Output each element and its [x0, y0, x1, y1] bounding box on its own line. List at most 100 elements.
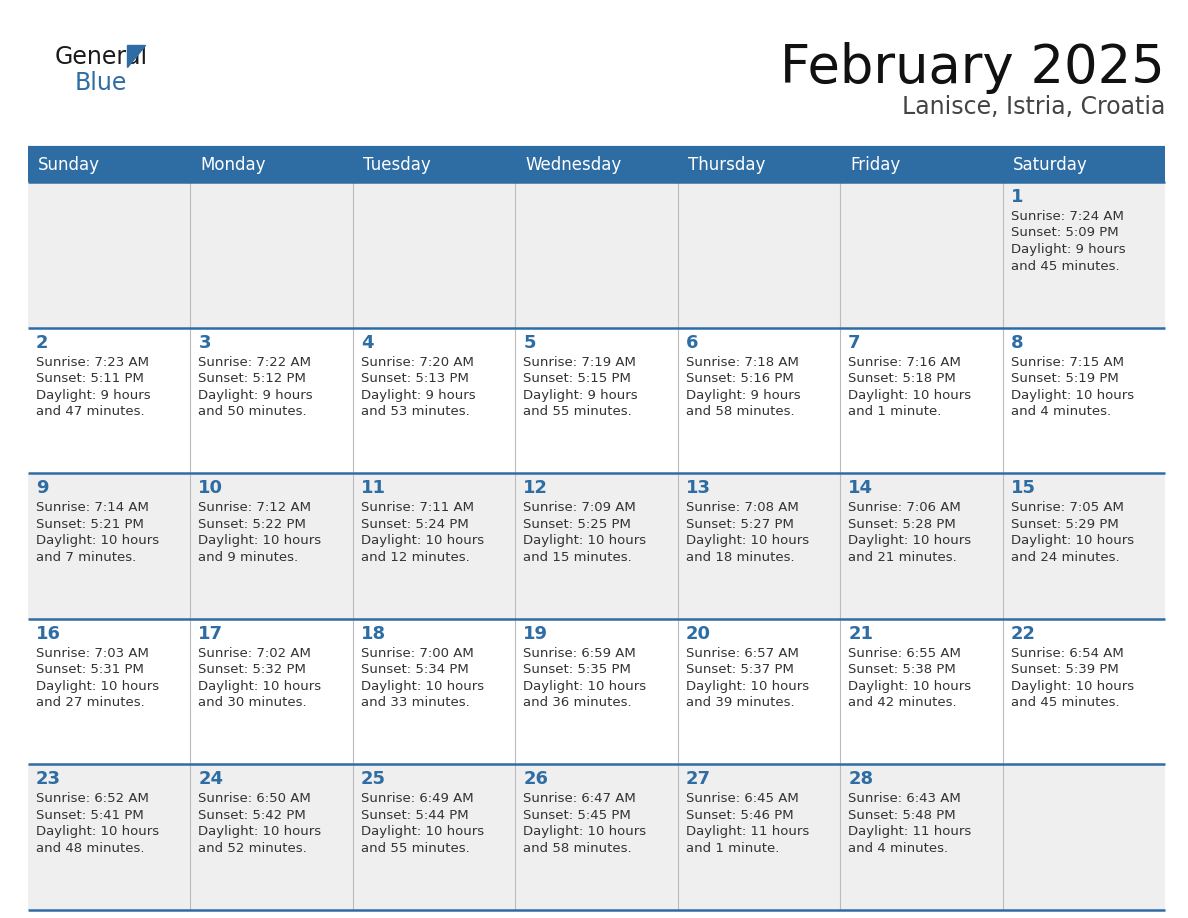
Text: Sunset: 5:42 PM: Sunset: 5:42 PM	[198, 809, 307, 822]
Text: Daylight: 10 hours: Daylight: 10 hours	[36, 825, 159, 838]
Bar	[840, 473, 1003, 619]
Text: Daylight: 10 hours: Daylight: 10 hours	[848, 680, 972, 693]
Text: and 4 minutes.: and 4 minutes.	[848, 842, 948, 855]
Text: Sunrise: 6:50 AM: Sunrise: 6:50 AM	[198, 792, 311, 805]
Text: Sunrise: 7:24 AM: Sunrise: 7:24 AM	[1011, 210, 1124, 223]
Bar	[840, 182, 1003, 328]
Text: and 47 minutes.: and 47 minutes.	[36, 405, 145, 418]
Text: Daylight: 10 hours: Daylight: 10 hours	[848, 388, 972, 401]
Bar	[840, 619, 1003, 765]
Text: Sunrise: 7:23 AM: Sunrise: 7:23 AM	[36, 355, 148, 369]
Bar	[677, 765, 840, 910]
Text: and 48 minutes.: and 48 minutes.	[36, 842, 145, 855]
Text: Sunset: 5:21 PM: Sunset: 5:21 PM	[36, 518, 144, 531]
Bar	[353, 182, 516, 328]
Text: February 2025: February 2025	[781, 42, 1165, 94]
Bar	[1003, 473, 1165, 619]
Text: Daylight: 10 hours: Daylight: 10 hours	[685, 534, 809, 547]
Text: Sunset: 5:35 PM: Sunset: 5:35 PM	[523, 664, 631, 677]
Text: Daylight: 10 hours: Daylight: 10 hours	[198, 680, 322, 693]
Text: 7: 7	[848, 333, 860, 352]
Text: 15: 15	[1011, 479, 1036, 498]
Text: and 1 minute.: and 1 minute.	[848, 405, 942, 418]
Bar	[190, 182, 353, 328]
Text: Sunset: 5:38 PM: Sunset: 5:38 PM	[848, 664, 956, 677]
Text: Daylight: 10 hours: Daylight: 10 hours	[848, 534, 972, 547]
Bar	[190, 328, 353, 473]
Text: 20: 20	[685, 625, 710, 643]
Polygon shape	[127, 45, 145, 67]
Text: Sunrise: 6:52 AM: Sunrise: 6:52 AM	[36, 792, 148, 805]
Bar	[353, 765, 516, 910]
Bar	[29, 619, 190, 765]
Text: 12: 12	[523, 479, 549, 498]
Text: Sunrise: 7:00 AM: Sunrise: 7:00 AM	[361, 647, 474, 660]
Text: Sunrise: 6:57 AM: Sunrise: 6:57 AM	[685, 647, 798, 660]
Text: Sunrise: 7:19 AM: Sunrise: 7:19 AM	[523, 355, 636, 369]
Text: and 21 minutes.: and 21 minutes.	[848, 551, 956, 564]
Text: General: General	[55, 45, 148, 69]
Text: Daylight: 10 hours: Daylight: 10 hours	[523, 825, 646, 838]
Bar	[516, 765, 677, 910]
Text: 23: 23	[36, 770, 61, 789]
Text: Sunset: 5:19 PM: Sunset: 5:19 PM	[1011, 372, 1118, 385]
Text: Friday: Friday	[851, 156, 901, 174]
Text: Sunset: 5:34 PM: Sunset: 5:34 PM	[361, 664, 468, 677]
Text: Sunset: 5:25 PM: Sunset: 5:25 PM	[523, 518, 631, 531]
Bar	[190, 473, 353, 619]
Text: 22: 22	[1011, 625, 1036, 643]
Text: Sunset: 5:29 PM: Sunset: 5:29 PM	[1011, 518, 1118, 531]
Text: Sunset: 5:24 PM: Sunset: 5:24 PM	[361, 518, 468, 531]
Bar	[516, 619, 677, 765]
Text: and 42 minutes.: and 42 minutes.	[848, 696, 956, 710]
Text: 3: 3	[198, 333, 211, 352]
Text: 10: 10	[198, 479, 223, 498]
Text: and 52 minutes.: and 52 minutes.	[198, 842, 308, 855]
Bar	[29, 148, 1165, 182]
Text: 2: 2	[36, 333, 49, 352]
Text: and 50 minutes.: and 50 minutes.	[198, 405, 307, 418]
Text: and 7 minutes.: and 7 minutes.	[36, 551, 137, 564]
Bar	[516, 328, 677, 473]
Bar	[677, 182, 840, 328]
Text: Daylight: 10 hours: Daylight: 10 hours	[523, 534, 646, 547]
Bar	[29, 765, 190, 910]
Bar	[29, 473, 190, 619]
Bar	[353, 328, 516, 473]
Text: Saturday: Saturday	[1012, 156, 1087, 174]
Text: Sunrise: 6:49 AM: Sunrise: 6:49 AM	[361, 792, 474, 805]
Text: Daylight: 10 hours: Daylight: 10 hours	[523, 680, 646, 693]
Text: and 1 minute.: and 1 minute.	[685, 842, 779, 855]
Text: 27: 27	[685, 770, 710, 789]
Text: and 24 minutes.: and 24 minutes.	[1011, 551, 1119, 564]
Text: Daylight: 9 hours: Daylight: 9 hours	[1011, 243, 1125, 256]
Text: Sunset: 5:45 PM: Sunset: 5:45 PM	[523, 809, 631, 822]
Text: and 9 minutes.: and 9 minutes.	[198, 551, 298, 564]
Text: and 39 minutes.: and 39 minutes.	[685, 696, 795, 710]
Text: 28: 28	[848, 770, 873, 789]
Text: 8: 8	[1011, 333, 1023, 352]
Text: Sunrise: 7:20 AM: Sunrise: 7:20 AM	[361, 355, 474, 369]
Text: Sunrise: 7:02 AM: Sunrise: 7:02 AM	[198, 647, 311, 660]
Text: Sunset: 5:39 PM: Sunset: 5:39 PM	[1011, 664, 1118, 677]
Text: Daylight: 10 hours: Daylight: 10 hours	[36, 680, 159, 693]
Text: Sunset: 5:41 PM: Sunset: 5:41 PM	[36, 809, 144, 822]
Text: Daylight: 10 hours: Daylight: 10 hours	[361, 534, 484, 547]
Bar	[677, 619, 840, 765]
Text: 17: 17	[198, 625, 223, 643]
Text: Sunrise: 7:09 AM: Sunrise: 7:09 AM	[523, 501, 636, 514]
Text: and 33 minutes.: and 33 minutes.	[361, 696, 469, 710]
Text: Sunrise: 7:11 AM: Sunrise: 7:11 AM	[361, 501, 474, 514]
Text: 5: 5	[523, 333, 536, 352]
Text: Daylight: 10 hours: Daylight: 10 hours	[36, 534, 159, 547]
Text: Daylight: 9 hours: Daylight: 9 hours	[361, 388, 475, 401]
Text: Blue: Blue	[75, 71, 127, 95]
Bar	[29, 328, 190, 473]
Text: Lanisce, Istria, Croatia: Lanisce, Istria, Croatia	[902, 95, 1165, 119]
Text: Sunset: 5:37 PM: Sunset: 5:37 PM	[685, 664, 794, 677]
Text: 19: 19	[523, 625, 549, 643]
Bar	[516, 182, 677, 328]
Text: Monday: Monday	[201, 156, 266, 174]
Text: 16: 16	[36, 625, 61, 643]
Text: Sunrise: 7:08 AM: Sunrise: 7:08 AM	[685, 501, 798, 514]
